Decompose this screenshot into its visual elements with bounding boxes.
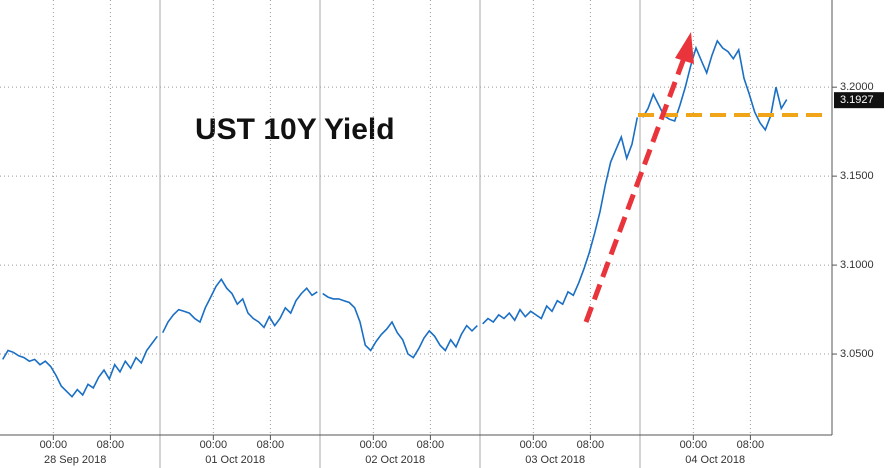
x-tick-label: 00:00 <box>520 439 548 451</box>
x-date-label: 02 Oct 2018 <box>365 454 425 466</box>
y-tick-label: 3.0500 <box>840 348 874 360</box>
x-tick-label: 00:00 <box>680 439 708 451</box>
trend-arrowhead <box>675 32 694 64</box>
x-tick-label: 00:00 <box>40 439 68 451</box>
trend-arrow <box>583 57 687 323</box>
price-line <box>642 39 788 132</box>
price-line <box>322 292 478 359</box>
x-tick-label: 08:00 <box>97 439 125 451</box>
x-date-label: 01 Oct 2018 <box>205 454 265 466</box>
last-value-label: 3.1927 <box>840 94 874 106</box>
last-value-box <box>834 92 884 109</box>
y-tick-label: 3.2000 <box>840 81 874 93</box>
x-date-label: 04 Oct 2018 <box>685 454 745 466</box>
chart-title: UST 10Y Yield <box>195 113 395 146</box>
x-tick-label: 08:00 <box>417 439 445 451</box>
x-tick-label: 08:00 <box>257 439 285 451</box>
price-line <box>161 277 318 334</box>
y-tick-label: 3.1000 <box>840 259 874 271</box>
y-tick-label: 3.1500 <box>840 170 874 182</box>
x-tick-label: 08:00 <box>577 439 605 451</box>
x-tick-label: 00:00 <box>360 439 388 451</box>
x-tick-label: 08:00 <box>737 439 765 451</box>
price-line <box>2 335 158 398</box>
price-line <box>482 117 639 325</box>
x-date-label: 28 Sep 2018 <box>44 454 106 466</box>
x-tick-label: 00:00 <box>200 439 228 451</box>
x-date-label: 03 Oct 2018 <box>525 454 585 466</box>
